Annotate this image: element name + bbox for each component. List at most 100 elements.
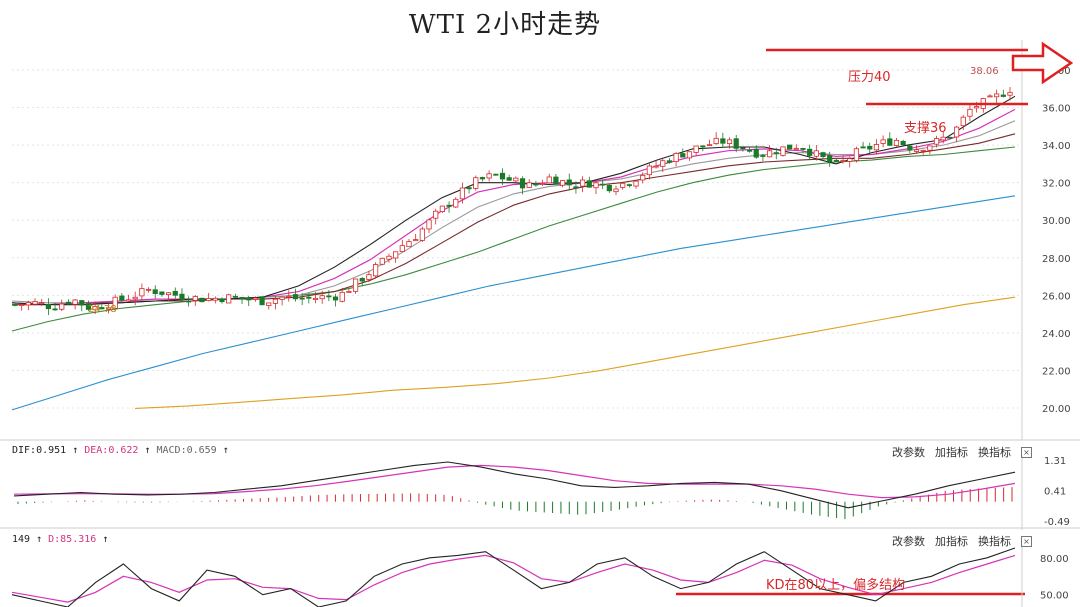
candle-up: [319, 295, 325, 300]
candle-down: [506, 177, 512, 181]
candle-up: [893, 139, 900, 146]
candle-up: [473, 177, 479, 189]
kd-add-indicator-button[interactable]: 加指标: [935, 535, 968, 548]
candle-up: [920, 149, 926, 152]
y-tick-label: 30.00: [1042, 216, 1071, 227]
candle-up: [366, 274, 372, 280]
y-tick-label: 28.00: [1042, 254, 1071, 265]
candle-down: [760, 155, 766, 157]
candle-up: [847, 158, 853, 162]
candle-up: [853, 148, 860, 161]
candle-up: [559, 180, 566, 186]
candle-up: [266, 302, 272, 306]
candle-up: [539, 183, 546, 186]
resistance-annotation: 压力40: [848, 70, 891, 85]
candle-up: [927, 145, 933, 151]
candle-up: [840, 160, 846, 162]
candle-up: [105, 307, 112, 310]
macd-switch-indicator-button[interactable]: 换指标: [978, 446, 1011, 459]
candle-up: [873, 144, 880, 151]
candle-down: [239, 296, 245, 300]
candle-down: [626, 184, 632, 187]
candle-down: [12, 304, 18, 306]
arrow-right-icon: [1011, 41, 1074, 85]
candle-up: [613, 188, 619, 193]
candle-down: [740, 147, 746, 150]
y-tick-label: 32.00: [1042, 179, 1071, 190]
ma-orange-line: [134, 296, 1016, 409]
candle-up: [393, 251, 399, 259]
candle-up: [272, 298, 279, 304]
kd-legend: 149 ↑ D:85.316 ↑: [12, 534, 109, 545]
kd-change-params-button[interactable]: 改参数: [892, 535, 925, 548]
candle-down: [800, 148, 806, 150]
candle-up: [226, 294, 232, 304]
low-price-label: 24.78: [88, 304, 117, 315]
candle-down: [700, 145, 706, 148]
candle-up: [125, 299, 132, 302]
candle-up: [373, 264, 379, 277]
candle-down: [172, 290, 178, 296]
macd-y-tick-label: 1.31: [1044, 456, 1066, 467]
candle-down: [179, 293, 185, 301]
candle-up: [453, 198, 459, 208]
candle-down: [299, 297, 305, 300]
candle-down: [833, 159, 839, 162]
candle-up: [974, 106, 980, 109]
candle-down: [246, 297, 252, 301]
macd-legend: DIF:0.951 ↑ DEA:0.622 ↑ MACD:0.659 ↑: [12, 445, 229, 456]
candle-down: [887, 138, 893, 146]
candle-up: [726, 139, 733, 144]
candle-up: [206, 298, 212, 301]
candle-down: [827, 155, 833, 163]
candle-down: [773, 152, 779, 155]
ma-green-line: [11, 146, 1016, 332]
ma-pink-line: [11, 108, 1016, 306]
candle-down: [907, 145, 913, 151]
macd-close-icon[interactable]: ×: [1021, 446, 1032, 458]
candle-up: [580, 179, 586, 187]
candle-up: [145, 288, 152, 291]
candle-up: [780, 146, 786, 156]
candle-down: [720, 138, 726, 144]
candle-down: [746, 149, 753, 152]
chart-title: WTI 2小时走势: [408, 10, 602, 40]
kd-y-tick-label: 80.00: [1040, 554, 1069, 565]
candle-down: [600, 183, 606, 186]
candle-up: [653, 165, 659, 168]
candle-up: [339, 291, 345, 302]
ma-black-line: [11, 95, 1016, 306]
candle-up: [92, 306, 98, 311]
kd-switch-indicator-button[interactable]: 换指标: [978, 535, 1011, 548]
candle-up: [526, 182, 532, 188]
candle-up: [459, 187, 466, 200]
k-label: 149: [12, 534, 31, 545]
candle-up: [940, 136, 946, 141]
candle-up: [766, 150, 773, 158]
candle-up: [1007, 91, 1013, 96]
candle-up: [593, 182, 599, 189]
candle-up: [19, 304, 25, 307]
candle-up: [967, 108, 973, 117]
candle-up: [386, 255, 392, 260]
k-line: [11, 547, 1016, 607]
candle-down: [359, 278, 365, 282]
candle-up: [994, 93, 1000, 98]
candle-up: [252, 297, 259, 300]
candle-down: [553, 176, 559, 185]
candle-down: [666, 160, 673, 163]
macd-change-params-button[interactable]: 改参数: [892, 446, 925, 459]
candle-down: [586, 180, 592, 188]
macd-toolbar: 改参数 加指标 换指标 ×: [892, 444, 1032, 460]
macd-label: MACD:0.659: [156, 445, 217, 456]
candle-down: [566, 179, 572, 186]
macd-add-indicator-button[interactable]: 加指标: [935, 446, 968, 459]
y-tick-label: 22.00: [1042, 366, 1071, 377]
candle-down: [947, 136, 953, 139]
candle-up: [139, 288, 145, 297]
candle-up: [165, 292, 172, 296]
candle-down: [753, 148, 759, 158]
candle-up: [279, 296, 285, 300]
kd-close-icon[interactable]: ×: [1021, 535, 1032, 547]
candle-up: [633, 180, 639, 187]
